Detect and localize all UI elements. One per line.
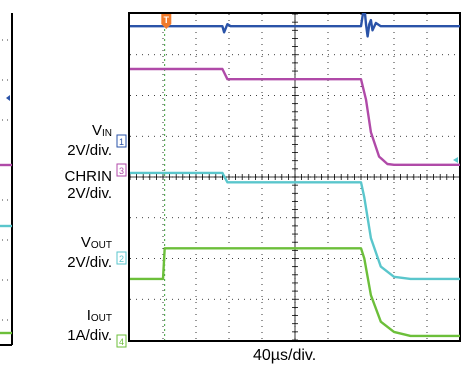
label-vout: VOUT 2V/div. <box>30 234 112 271</box>
trigger-marker-label: T <box>164 15 170 25</box>
iout-label-main: I <box>86 307 91 324</box>
chrin-scale: 2V/div. <box>67 185 112 202</box>
channel-marker-label: 1 <box>119 137 124 147</box>
channel-markers: T 1 3 2 4 <box>116 14 458 348</box>
channel-marker-label: 3 <box>119 166 124 176</box>
trace-vin <box>130 13 460 38</box>
channel-marker-box <box>116 134 127 148</box>
channel-marker-label: 2 <box>119 254 124 264</box>
trace-iout <box>130 247 460 338</box>
label-chrin: CHRIN 2V/div. <box>30 168 113 202</box>
label-vin: VIN 2V/div. <box>30 122 112 159</box>
channel-marker-box <box>116 163 127 177</box>
trace-chrin <box>130 67 460 167</box>
vout-scale: 2V/div. <box>67 254 112 271</box>
vout-label-sub: OUT <box>90 240 112 251</box>
vout-label-main: V <box>80 234 91 251</box>
left-panel-fragment <box>0 13 13 346</box>
channel-marker-label: 4 <box>119 337 124 347</box>
trace-vout <box>130 171 460 281</box>
iout-scale: 1A/div. <box>67 327 112 344</box>
chrin-label-main: CHRIN <box>64 168 113 185</box>
label-iout: IOUT 1A/div. <box>30 307 112 344</box>
x-axis-label: 40µs/div. <box>253 347 317 364</box>
ch3-right-arrow <box>453 157 458 163</box>
left-panel-arrow <box>6 95 10 101</box>
channel-marker-box <box>116 334 127 348</box>
vin-label-main: V <box>91 122 102 139</box>
iout-label-sub: OUT <box>90 313 112 324</box>
vin-scale: 2V/div. <box>67 142 112 159</box>
vin-label-sub: IN <box>102 128 112 139</box>
traces <box>130 13 460 338</box>
channel-marker-box <box>116 251 127 265</box>
trigger-marker-shape <box>161 14 172 29</box>
